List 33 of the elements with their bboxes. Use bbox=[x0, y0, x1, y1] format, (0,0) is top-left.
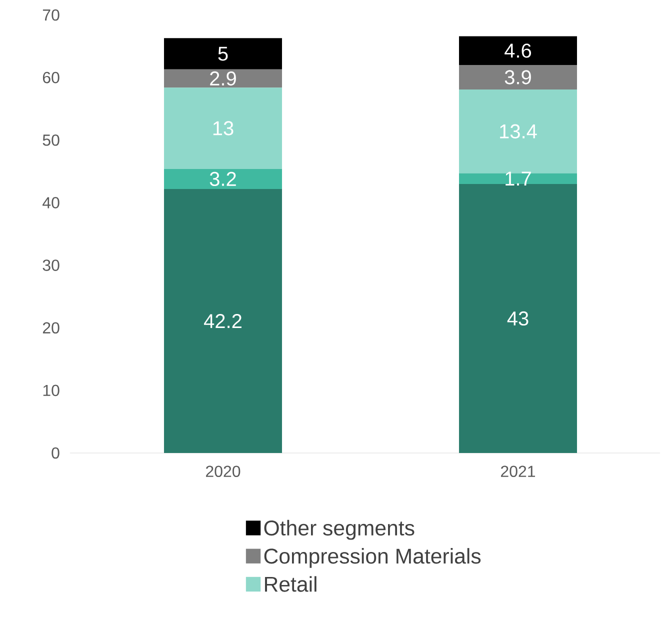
bar bbox=[164, 69, 282, 88]
bar bbox=[459, 184, 578, 453]
data-label: 43 bbox=[507, 311, 528, 326]
y-tick-label: 20 bbox=[42, 322, 60, 334]
data-label: 3.2 bbox=[210, 172, 236, 186]
bar bbox=[459, 173, 578, 184]
bar bbox=[164, 168, 282, 189]
data-label: 3.9 bbox=[504, 70, 531, 84]
data-label: 2.9 bbox=[210, 71, 236, 86]
data-label: 5 bbox=[218, 46, 228, 61]
bar bbox=[459, 36, 578, 66]
y-tick-label: 60 bbox=[42, 72, 60, 84]
bar bbox=[459, 65, 578, 90]
data-label: 4.6 bbox=[504, 44, 532, 58]
legend-label: Compression Materials bbox=[264, 548, 481, 568]
y-tick-label: 50 bbox=[42, 134, 60, 146]
y-tick-label: 70 bbox=[42, 9, 60, 21]
bar bbox=[164, 38, 282, 70]
data-label: 42.2 bbox=[204, 314, 242, 328]
bar bbox=[164, 188, 282, 453]
y-tick-label: 0 bbox=[52, 447, 60, 459]
y-tick-label: 40 bbox=[42, 197, 60, 208]
legend-label: Other segments bbox=[264, 520, 414, 540]
bar bbox=[459, 89, 578, 174]
x-tick-label: 2021 bbox=[501, 466, 536, 478]
data-label: 13.4 bbox=[500, 124, 537, 138]
data-label: 1.7 bbox=[506, 172, 531, 186]
data-label: 13 bbox=[213, 121, 234, 136]
legend-label: Retail bbox=[265, 576, 316, 592]
x-tick-label: 2020 bbox=[206, 466, 240, 478]
bar bbox=[164, 88, 282, 169]
y-tick-label: 10 bbox=[43, 384, 60, 396]
y-tick-label: 30 bbox=[42, 260, 60, 271]
